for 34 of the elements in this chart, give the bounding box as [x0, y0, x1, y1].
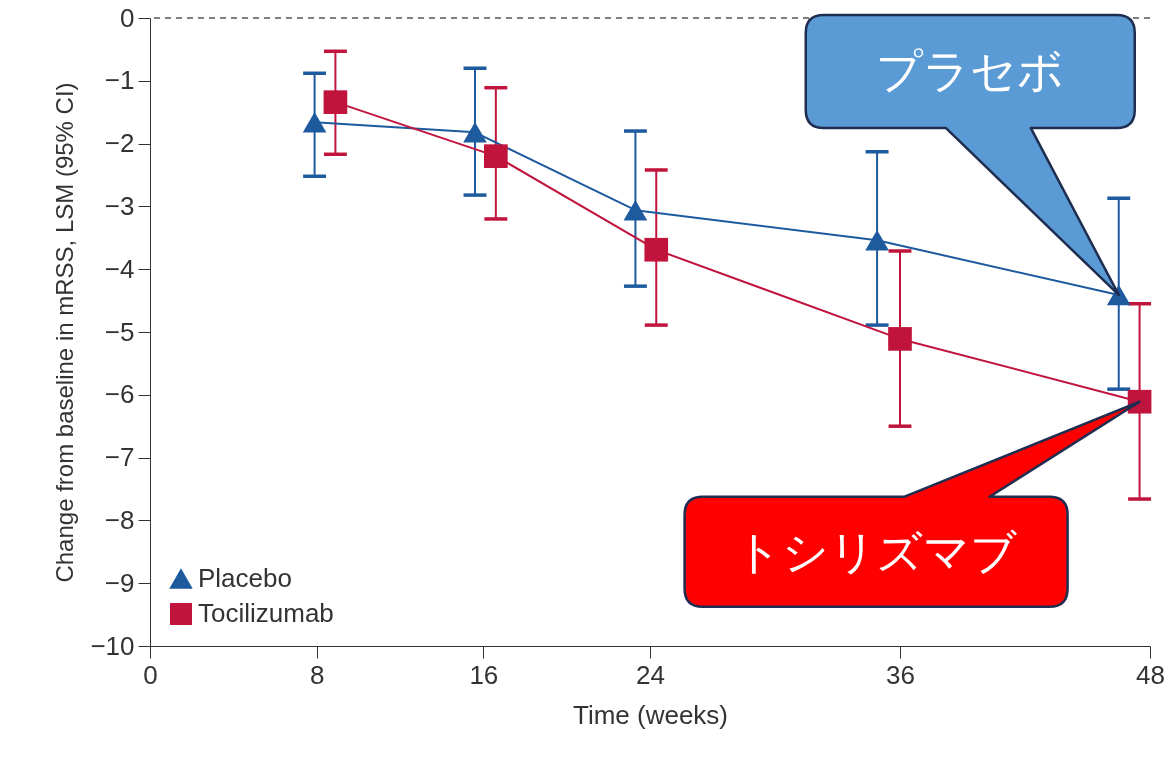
y-tick-label: −1 [104, 65, 135, 96]
y-tick-label: −8 [104, 504, 135, 535]
y-tick-label: −10 [90, 630, 135, 661]
legend-label: Tocilizumab [198, 598, 334, 628]
x-tick-label: 16 [469, 659, 499, 690]
x-tick-label: 0 [143, 659, 158, 690]
legend-label: Placebo [198, 563, 292, 593]
x-tick-label: 8 [309, 659, 325, 690]
y-tick-label: −4 [104, 253, 135, 284]
point [323, 90, 348, 114]
x-tick-label: 36 [886, 659, 915, 690]
annotation: プラセボ [876, 44, 1065, 99]
point [623, 199, 648, 221]
y-axis-title: Change from baseline in mRSS, LSM (95% CI) [51, 82, 79, 583]
callout-box: プラセボ [804, 13, 1136, 297]
point [463, 122, 487, 143]
y-tick-label: −7 [104, 442, 135, 473]
callout-box: トシリズマブ [683, 400, 1141, 608]
x-axis-title: Time (weeks) [572, 699, 729, 730]
x-tick-label: 24 [636, 659, 665, 690]
point [302, 112, 327, 133]
point [484, 144, 508, 168]
y-tick-label: −9 [104, 567, 135, 598]
x-tick-label: 48 [1136, 659, 1165, 690]
point [865, 230, 889, 251]
point [888, 327, 912, 351]
point [1106, 284, 1131, 306]
y-tick-label: −5 [104, 316, 135, 347]
annotation: トシリズマブ [735, 524, 1018, 579]
y-tick-label: −3 [104, 190, 135, 221]
point [644, 237, 669, 262]
y-tick-label: 0 [120, 2, 135, 33]
y-tick-label: −2 [104, 128, 135, 159]
y-tick-label: −6 [104, 379, 135, 410]
